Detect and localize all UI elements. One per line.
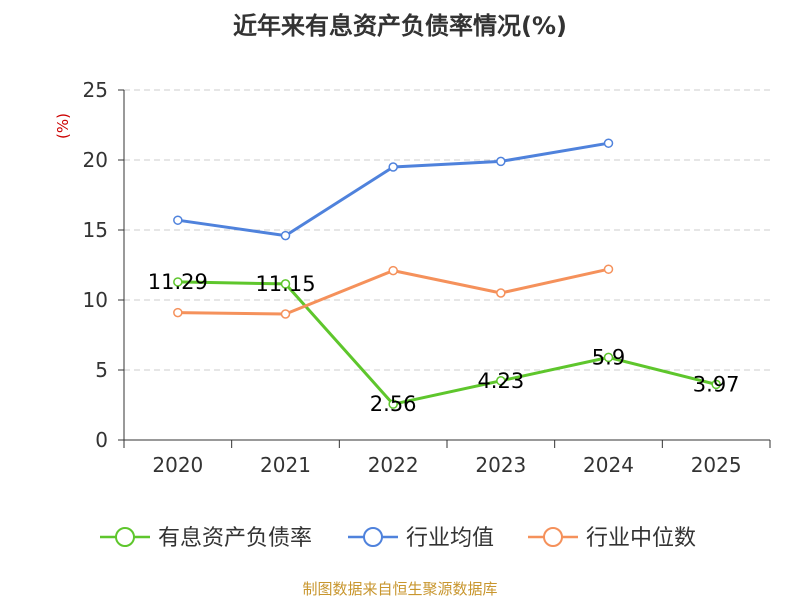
data-point bbox=[388, 399, 398, 409]
data-point bbox=[173, 277, 183, 287]
source-note: 制图数据来自恒生聚源数据库 bbox=[302, 580, 497, 598]
y-tick-label: 0 bbox=[95, 428, 108, 452]
data-point bbox=[496, 288, 506, 298]
data-point bbox=[496, 376, 506, 386]
y-tick-label: 5 bbox=[95, 358, 108, 382]
data-point bbox=[603, 352, 614, 363]
data-label: 3.97 bbox=[693, 372, 740, 396]
data-label: 11.29 bbox=[148, 270, 208, 294]
y-tick-label: 10 bbox=[83, 288, 108, 312]
data-label: 5.9 bbox=[592, 345, 625, 369]
data-label: 2.56 bbox=[370, 392, 417, 416]
data-point bbox=[280, 279, 291, 289]
x-tick-label: 2025 bbox=[691, 453, 742, 477]
x-tick-label: 2021 bbox=[260, 453, 311, 477]
data-point bbox=[173, 215, 183, 225]
data-point bbox=[388, 265, 398, 276]
y-tick-label: 25 bbox=[83, 78, 108, 102]
data-label: 11.15 bbox=[255, 272, 315, 296]
legend: 有息资产负债率 行业均值 行业中位数 bbox=[100, 526, 696, 551]
grid-lines bbox=[124, 89, 770, 371]
x-tick-label: 2020 bbox=[152, 453, 203, 477]
legend-swatch-marker bbox=[115, 527, 135, 547]
legend-label: 有息资产负债率 bbox=[158, 526, 312, 551]
legend-swatch-marker bbox=[363, 527, 383, 547]
legend-label: 行业均值 bbox=[406, 526, 494, 551]
series-line-1 bbox=[177, 280, 717, 406]
x-tick-label: 2024 bbox=[583, 453, 634, 477]
legend-label: 行业中位数 bbox=[586, 526, 696, 551]
y-tick-label: 15 bbox=[83, 218, 108, 242]
chart-title: 近年来有息资产负债率情况(%) bbox=[233, 12, 567, 40]
series-line-3 bbox=[177, 267, 609, 316]
data-labels: 11.29 11.15 2.56 4.23 5.9 3.97 bbox=[148, 270, 740, 416]
data-point bbox=[388, 162, 398, 172]
data-point bbox=[711, 379, 721, 390]
data-point bbox=[173, 307, 183, 318]
data-point bbox=[496, 156, 506, 167]
y-tick-label: 20 bbox=[83, 148, 108, 172]
data-point bbox=[603, 138, 614, 148]
series-line-2 bbox=[177, 141, 609, 238]
data-point bbox=[603, 264, 614, 274]
x-tick-label: 2023 bbox=[475, 453, 526, 477]
data-point bbox=[280, 230, 291, 241]
x-tick-label: 2022 bbox=[368, 453, 419, 477]
series-lines bbox=[173, 138, 721, 409]
data-point bbox=[280, 309, 291, 319]
legend-swatch-marker bbox=[543, 527, 563, 547]
y-axis-unit-label: (%) bbox=[54, 113, 72, 139]
data-label: 4.23 bbox=[477, 369, 524, 393]
